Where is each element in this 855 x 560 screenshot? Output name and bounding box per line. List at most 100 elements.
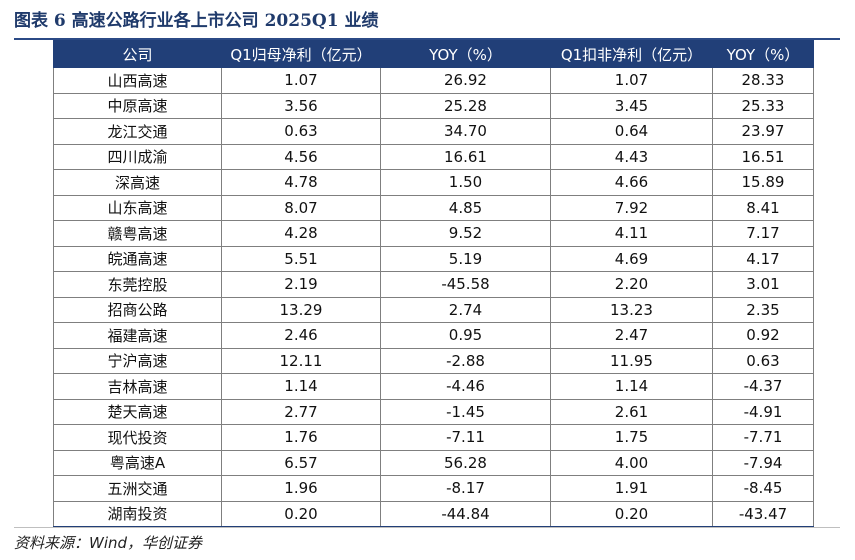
value-cell: 1.14 — [550, 373, 713, 400]
company-name-cell: 吉林高速 — [53, 373, 222, 400]
table-row: 深高速 4.78 1.50 4.66 15.89 — [53, 169, 814, 196]
value-cell: -4.91 — [712, 398, 814, 425]
value-cell: 2.20 — [550, 271, 713, 298]
column-header: YOY（%） — [380, 40, 551, 68]
value-cell: 4.85 — [380, 194, 551, 221]
column-header: YOY（%） — [712, 40, 814, 68]
value-cell: 0.63 — [221, 118, 381, 145]
value-cell: 12.11 — [221, 347, 381, 374]
company-name-cell: 湖南投资 — [53, 500, 222, 528]
table-row: 四川成渝 4.56 16.61 4.43 16.51 — [53, 143, 814, 170]
table-row: 宁沪高速 12.11 -2.88 11.95 0.63 — [53, 347, 814, 374]
table-row: 中原高速 3.56 25.28 3.45 25.33 — [53, 92, 814, 119]
value-cell: 4.17 — [712, 245, 814, 272]
value-cell: 3.56 — [221, 92, 381, 119]
value-cell: 4.43 — [550, 143, 713, 170]
value-cell: 4.66 — [550, 169, 713, 196]
value-cell: 25.33 — [712, 92, 814, 119]
value-cell: -43.47 — [712, 500, 814, 528]
value-cell: 23.97 — [712, 118, 814, 145]
table-row: 吉林高速 1.14 -4.46 1.14 -4.37 — [53, 373, 814, 400]
value-cell: 2.35 — [712, 296, 814, 323]
value-cell: 5.51 — [221, 245, 381, 272]
value-cell: -2.88 — [380, 347, 551, 374]
company-name-cell: 东莞控股 — [53, 271, 222, 298]
value-cell: -7.71 — [712, 424, 814, 451]
company-name-cell: 粤高速A — [53, 449, 222, 476]
table-row: 福建高速 2.46 0.95 2.47 0.92 — [53, 322, 814, 349]
company-name-cell: 皖通高速 — [53, 245, 222, 272]
value-cell: -44.84 — [380, 500, 551, 528]
value-cell: 56.28 — [380, 449, 551, 476]
company-name-cell: 山东高速 — [53, 194, 222, 221]
value-cell: 5.19 — [380, 245, 551, 272]
value-cell: 26.92 — [380, 67, 551, 94]
value-cell: -1.45 — [380, 398, 551, 425]
value-cell: 2.74 — [380, 296, 551, 323]
value-cell: 34.70 — [380, 118, 551, 145]
value-cell: 0.20 — [221, 500, 381, 528]
value-cell: 2.19 — [221, 271, 381, 298]
value-cell: 1.14 — [221, 373, 381, 400]
figure-title: 图表 6 高速公路行业各上市公司 2025Q1 业绩 — [14, 11, 379, 31]
value-cell: 1.50 — [380, 169, 551, 196]
value-cell: 4.11 — [550, 220, 713, 247]
value-cell: 11.95 — [550, 347, 713, 374]
company-name-cell: 赣粤高速 — [53, 220, 222, 247]
value-cell: -7.94 — [712, 449, 814, 476]
value-cell: 4.28 — [221, 220, 381, 247]
value-cell: 0.92 — [712, 322, 814, 349]
value-cell: 7.17 — [712, 220, 814, 247]
value-cell: 16.51 — [712, 143, 814, 170]
value-cell: 0.95 — [380, 322, 551, 349]
value-cell: 15.89 — [712, 169, 814, 196]
company-name-cell: 中原高速 — [53, 92, 222, 119]
value-cell: 2.61 — [550, 398, 713, 425]
value-cell: 1.76 — [221, 424, 381, 451]
value-cell: 8.07 — [221, 194, 381, 221]
value-cell: 2.46 — [221, 322, 381, 349]
company-name-cell: 楚天高速 — [53, 398, 222, 425]
value-cell: -4.46 — [380, 373, 551, 400]
value-cell: -4.37 — [712, 373, 814, 400]
value-cell: -45.58 — [380, 271, 551, 298]
value-cell: 1.96 — [221, 475, 381, 502]
value-cell: 0.64 — [550, 118, 713, 145]
source-note: 资料来源：Wind，华创证券 — [14, 534, 203, 552]
value-cell: 3.01 — [712, 271, 814, 298]
table-row: 东莞控股 2.19 -45.58 2.20 3.01 — [53, 271, 814, 298]
value-cell: 4.69 — [550, 245, 713, 272]
column-header: Q1归母净利（亿元） — [221, 40, 381, 68]
table-row: 赣粤高速 4.28 9.52 4.11 7.17 — [53, 220, 814, 247]
value-cell: 9.52 — [380, 220, 551, 247]
table-row: 五洲交通 1.96 -8.17 1.91 -8.45 — [53, 475, 814, 502]
table-row: 现代投资 1.76 -7.11 1.75 -7.71 — [53, 424, 814, 451]
value-cell: 1.75 — [550, 424, 713, 451]
column-header: Q1扣非净利（亿元） — [550, 40, 713, 68]
company-name-cell: 宁沪高速 — [53, 347, 222, 374]
table-row: 粤高速A 6.57 56.28 4.00 -7.94 — [53, 449, 814, 476]
table-row: 皖通高速 5.51 5.19 4.69 4.17 — [53, 245, 814, 272]
value-cell: 13.23 — [550, 296, 713, 323]
table-row: 龙江交通 0.63 34.70 0.64 23.97 — [53, 118, 814, 145]
value-cell: 28.33 — [712, 67, 814, 94]
value-cell: -8.45 — [712, 475, 814, 502]
value-cell: 0.20 — [550, 500, 713, 528]
value-cell: 1.07 — [550, 67, 713, 94]
table-row: 山东高速 8.07 4.85 7.92 8.41 — [53, 194, 814, 221]
table-row: 山西高速 1.07 26.92 1.07 28.33 — [53, 67, 814, 94]
value-cell: 1.07 — [221, 67, 381, 94]
value-cell: 2.47 — [550, 322, 713, 349]
value-cell: -8.17 — [380, 475, 551, 502]
performance-table: 公司 Q1归母净利（亿元） YOY（%） Q1扣非净利（亿元） YOY（%） 山西高速 1… — [53, 40, 814, 528]
value-cell: 2.77 — [221, 398, 381, 425]
column-header: 公司 — [53, 40, 222, 68]
company-name-cell: 龙江交通 — [53, 118, 222, 145]
footer-divider — [14, 527, 840, 528]
company-name-cell: 现代投资 — [53, 424, 222, 451]
table-row: 招商公路 13.29 2.74 13.23 2.35 — [53, 296, 814, 323]
value-cell: -7.11 — [380, 424, 551, 451]
value-cell: 6.57 — [221, 449, 381, 476]
company-name-cell: 深高速 — [53, 169, 222, 196]
value-cell: 13.29 — [221, 296, 381, 323]
